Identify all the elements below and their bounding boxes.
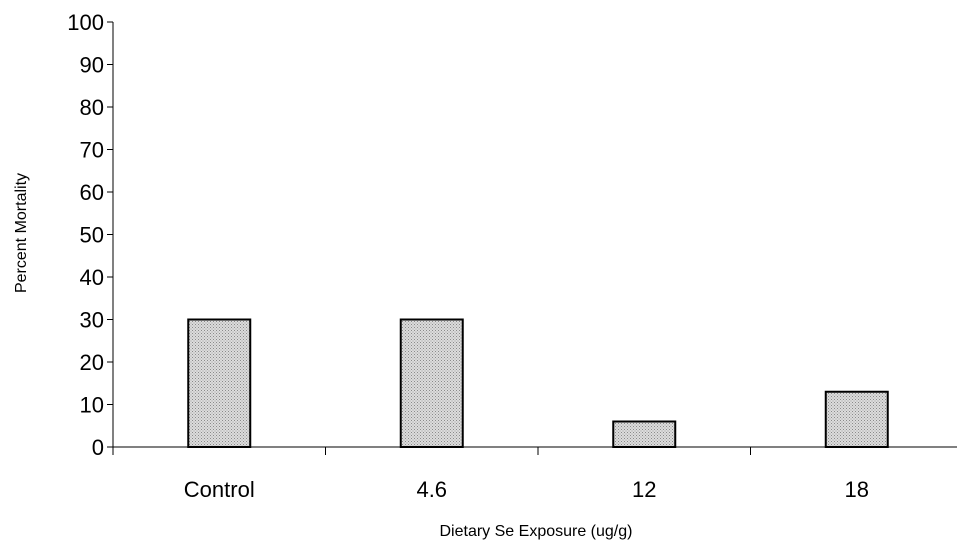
x-tick-label: Control bbox=[184, 477, 255, 502]
y-tick-label: 80 bbox=[80, 95, 104, 120]
bar bbox=[187, 318, 252, 448]
x-axis-title: Dietary Se Exposure (ug/g) bbox=[440, 523, 633, 540]
y-tick-label: 40 bbox=[80, 265, 104, 290]
y-tick-label: 20 bbox=[80, 350, 104, 375]
x-axis: Control 4.6 12 18 bbox=[112, 446, 957, 502]
y-tick-label: 70 bbox=[80, 138, 104, 163]
bar bbox=[612, 420, 677, 448]
y-tick-label: 60 bbox=[80, 180, 104, 205]
y-tick-label: 30 bbox=[80, 308, 104, 333]
y-axis-title: Percent Mortality bbox=[13, 173, 30, 293]
y-axis: 0 10 20 30 40 50 60 70 80 90 100 bbox=[67, 10, 114, 460]
y-tick-label: 10 bbox=[80, 393, 104, 418]
y-tick-label: 90 bbox=[80, 53, 104, 78]
bar bbox=[399, 318, 464, 448]
bar bbox=[824, 390, 889, 448]
x-tick-label: 12 bbox=[632, 477, 656, 502]
y-tick-label: 50 bbox=[80, 223, 104, 248]
y-tick-label: 0 bbox=[92, 435, 104, 460]
y-tick-label: 100 bbox=[67, 10, 104, 35]
bars-group bbox=[187, 318, 889, 448]
x-tick-label: 18 bbox=[845, 477, 869, 502]
x-tick-label: 4.6 bbox=[416, 477, 447, 502]
